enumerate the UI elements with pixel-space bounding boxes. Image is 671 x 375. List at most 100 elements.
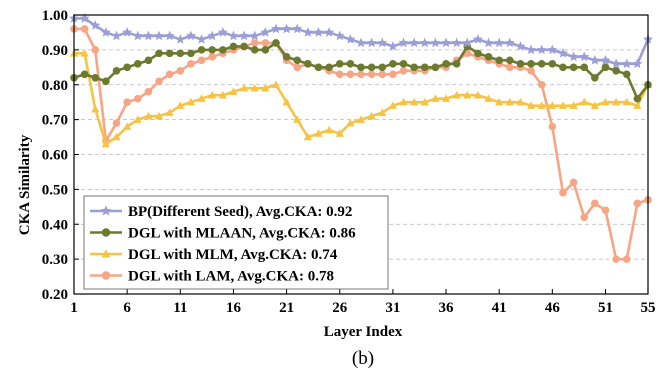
data-point (367, 111, 376, 120)
data-point (495, 56, 503, 65)
data-point (580, 213, 589, 222)
figure-caption: (b) (352, 348, 374, 369)
data-point (144, 87, 153, 96)
data-point (313, 27, 324, 37)
data-point (527, 67, 535, 75)
data-point (261, 39, 270, 47)
data-point (112, 132, 121, 141)
data-point (506, 63, 514, 72)
data-point (281, 23, 292, 34)
data-point (229, 42, 238, 51)
data-point (197, 94, 206, 102)
data-point (355, 37, 367, 48)
data-point (569, 178, 578, 187)
data-point (132, 30, 143, 41)
data-point (123, 122, 132, 130)
data-point (282, 97, 291, 106)
data-point (176, 67, 185, 75)
data-point (484, 53, 493, 61)
data-point (292, 23, 303, 34)
data-point (80, 70, 89, 79)
data-point (123, 63, 131, 72)
data-point (357, 63, 365, 72)
data-point (250, 39, 259, 47)
data-point (398, 37, 409, 48)
data-point (165, 49, 174, 58)
data-point (504, 37, 515, 48)
data-point (282, 53, 291, 61)
data-point (346, 118, 355, 127)
data-point (133, 60, 142, 68)
data-point (79, 13, 90, 23)
series-3 (69, 49, 653, 148)
data-point (601, 63, 610, 72)
legend-label: BP(Different Seed), Avg.CKA: 0.92 (128, 204, 352, 220)
data-point (250, 46, 259, 54)
data-point (90, 20, 101, 30)
y-tick-label: 0.40 (42, 217, 68, 233)
data-point (399, 97, 408, 106)
x-tick-label: 41 (492, 300, 507, 316)
data-point (548, 122, 557, 131)
legend-entry: DGL with MLAAN, Avg.CKA: 0.86 (90, 226, 356, 242)
data-point (335, 60, 344, 68)
legend-box (83, 195, 389, 290)
data-point (229, 87, 238, 95)
data-point (569, 101, 578, 109)
data-point (208, 90, 217, 99)
data-point (80, 49, 89, 57)
data-point (622, 70, 631, 79)
data-point (133, 94, 142, 103)
x-tick-label: 11 (173, 300, 187, 316)
data-point (303, 132, 312, 141)
data-point (633, 199, 642, 208)
data-point (207, 30, 218, 41)
data-point (526, 44, 537, 55)
data-point (591, 73, 599, 82)
data-point (536, 44, 547, 55)
data-point (304, 60, 312, 68)
data-point (430, 37, 441, 48)
data-point (410, 63, 418, 72)
data-point (568, 51, 579, 62)
data-point (409, 37, 420, 48)
data-point (547, 44, 558, 55)
data-point (143, 30, 154, 41)
data-point (357, 70, 365, 79)
data-point (472, 34, 483, 44)
y-tick-label: 0.80 (42, 78, 68, 94)
data-point (249, 30, 260, 41)
data-point (270, 23, 281, 34)
legend: BP(Different Seed), Avg.CKA: 0.92 DGL wit… (83, 195, 389, 290)
data-point (155, 49, 163, 58)
x-tick-label: 6 (123, 300, 131, 316)
y-tick-label: 0.20 (42, 287, 68, 303)
data-point (420, 97, 429, 106)
y-tick-label: 0.70 (42, 113, 68, 129)
data-point (208, 53, 216, 61)
x-tick-label: 26 (332, 300, 348, 316)
data-point (91, 104, 100, 113)
data-point (176, 49, 185, 58)
data-point (101, 271, 111, 280)
data-point (515, 41, 526, 51)
data-point (293, 115, 302, 123)
x-tick-label: 21 (279, 300, 294, 316)
data-point (633, 101, 642, 109)
x-tick-label: 46 (545, 300, 561, 316)
data-point (378, 70, 387, 79)
data-point (122, 27, 133, 37)
data-point (387, 41, 398, 51)
data-point (621, 58, 632, 69)
data-point (239, 83, 249, 92)
data-point (186, 97, 196, 106)
data-point (217, 27, 228, 37)
data-point (389, 60, 397, 68)
data-point (590, 101, 599, 109)
data-point (612, 67, 620, 75)
data-point (165, 70, 174, 79)
data-point (388, 101, 397, 109)
y-tick-label: 0.90 (42, 43, 68, 59)
data-point (526, 101, 536, 109)
